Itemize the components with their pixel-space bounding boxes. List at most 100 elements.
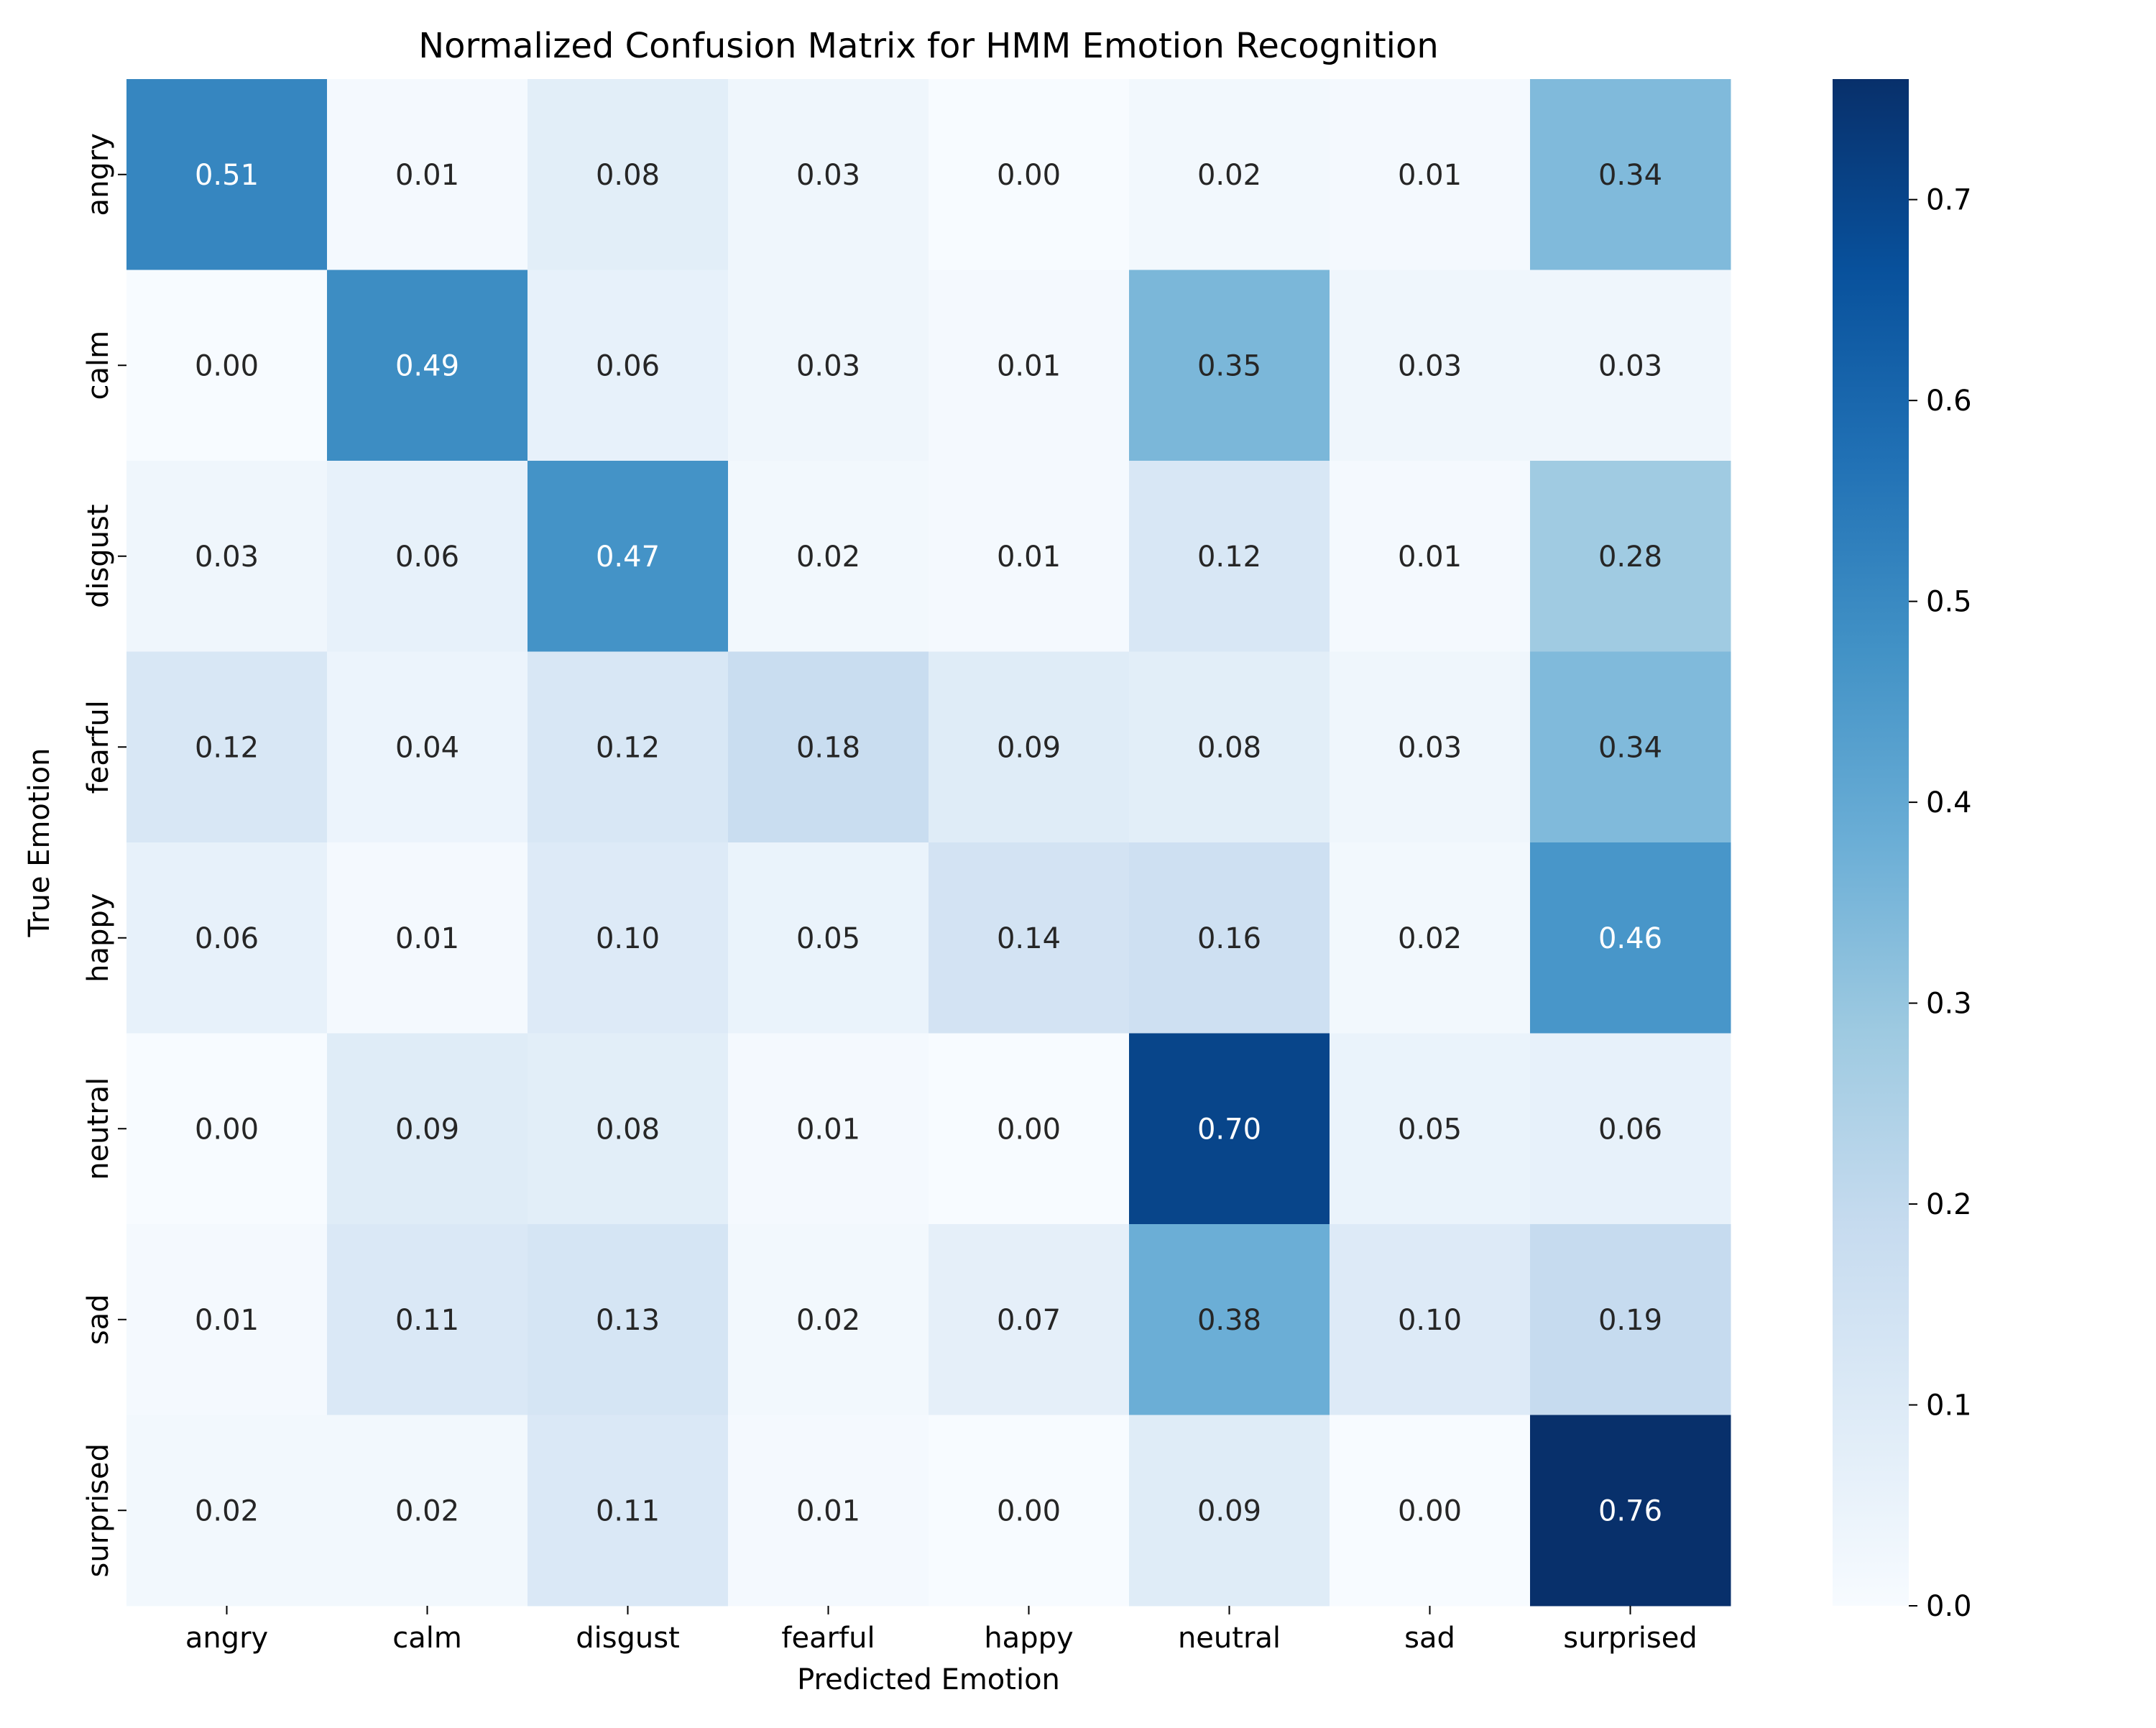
cell-value-label: 0.05 — [1398, 1113, 1462, 1146]
cell-value-label: 0.00 — [195, 349, 259, 382]
cell-value-label: 0.14 — [997, 922, 1061, 955]
cell-value-label: 0.02 — [1398, 922, 1462, 955]
heatmap-cell — [1330, 79, 1531, 270]
y-tick-label: neutral — [82, 1077, 115, 1180]
cell-value-label: 0.10 — [1398, 1304, 1462, 1337]
cell-value-label: 0.47 — [596, 541, 660, 574]
heatmap-cell — [327, 79, 528, 270]
heatmap-cell — [929, 461, 1130, 652]
heatmap-cell — [327, 461, 528, 652]
y-tick-label: happy — [82, 893, 115, 983]
y-tick-label: disgust — [82, 504, 115, 608]
heatmap-cell — [327, 1415, 528, 1607]
x-tick-label: surprised — [1563, 1622, 1697, 1655]
y-axis-label: True Emotion — [23, 748, 56, 937]
heatmap-cell — [528, 1224, 729, 1415]
heatmap-cell — [1330, 1415, 1531, 1607]
heatmap-cell — [1530, 1415, 1731, 1607]
heatmap-cell — [1330, 1033, 1531, 1225]
cell-value-label: 0.01 — [395, 922, 459, 955]
x-tick-label: sad — [1404, 1622, 1455, 1655]
heatmap-cell — [126, 270, 328, 461]
cell-value-label: 0.01 — [997, 541, 1061, 574]
heatmap-cell — [528, 1033, 729, 1225]
heatmap-cell — [1129, 651, 1330, 843]
cell-value-label: 0.28 — [1598, 541, 1662, 574]
heatmap-cell — [728, 1415, 929, 1607]
heatmap-cell — [1129, 842, 1330, 1034]
colorbar-tick-label: 0.0 — [1926, 1590, 1972, 1623]
cell-value-label: 0.09 — [1197, 1494, 1261, 1527]
heatmap-cell — [728, 461, 929, 652]
cell-value-label: 0.02 — [1197, 159, 1261, 192]
cell-value-label: 0.08 — [1197, 731, 1261, 764]
heatmap-cell — [1129, 1415, 1330, 1607]
cell-value-label: 0.70 — [1197, 1113, 1261, 1146]
heatmap-cell — [1330, 1224, 1531, 1415]
cell-annotations: 0.51 0.01 0.08 0.03 0.00 0.02 0.01 0.34 0.00 0.49… — [195, 159, 1662, 1528]
heatmap-cell — [327, 651, 528, 843]
cell-value-label: 0.01 — [997, 349, 1061, 382]
heatmap-cell — [929, 1033, 1130, 1225]
heatmap-cell — [528, 651, 729, 843]
x-axis-label: Predicted Emotion — [797, 1663, 1060, 1696]
colorbar-tick-label: 0.4 — [1926, 786, 1972, 819]
y-tick-label: fearful — [82, 700, 115, 794]
heatmap-cell — [327, 1224, 528, 1415]
cell-value-label: 0.12 — [596, 731, 660, 764]
heatmap-cell — [1129, 461, 1330, 652]
heatmap-cell — [1129, 270, 1330, 461]
heatmap-cell — [728, 651, 929, 843]
cell-value-label: 0.00 — [997, 159, 1061, 192]
cell-value-label: 0.01 — [195, 1304, 259, 1337]
colorbar-ticks: 0.0 0.1 0.2 0.3 0.4 0.5 0.6 0.7 — [1909, 184, 1972, 1623]
cell-value-label: 0.03 — [1398, 731, 1462, 764]
heatmap-cell — [126, 842, 328, 1034]
cell-value-label: 0.05 — [796, 922, 860, 955]
cell-value-label: 0.00 — [195, 1113, 259, 1146]
cell-value-label: 0.01 — [1398, 541, 1462, 574]
heatmap-cell — [1530, 79, 1731, 270]
cell-value-label: 0.01 — [1398, 159, 1462, 192]
cell-value-label: 0.01 — [796, 1494, 860, 1527]
cell-value-label: 0.03 — [195, 541, 259, 574]
heatmap-cell — [327, 842, 528, 1034]
heatmap-cell — [929, 842, 1130, 1034]
x-axis-ticks: angry calm disgust fearful happy neutral sad su… — [185, 1606, 1697, 1655]
heatmap-cell — [1530, 842, 1731, 1034]
cell-value-label: 0.13 — [596, 1304, 660, 1337]
heatmap-cell — [929, 1224, 1130, 1415]
cell-value-label: 0.01 — [796, 1113, 860, 1146]
y-tick-label: sad — [82, 1294, 115, 1345]
cell-value-label: 0.06 — [195, 922, 259, 955]
x-tick-label: neutral — [1178, 1622, 1281, 1655]
heatmap-cell — [528, 270, 729, 461]
heatmap-cell — [929, 270, 1130, 461]
heatmap-cell — [126, 461, 328, 652]
cell-value-label: 0.03 — [796, 159, 860, 192]
cell-value-label: 0.02 — [195, 1494, 259, 1527]
cell-value-label: 0.11 — [395, 1304, 459, 1337]
cell-value-label: 0.35 — [1197, 349, 1261, 382]
x-tick-label: happy — [984, 1622, 1073, 1655]
heatmap-cell — [1530, 651, 1731, 843]
cell-value-label: 0.38 — [1197, 1304, 1261, 1337]
cell-value-label: 0.12 — [195, 731, 259, 764]
heatmap-cell — [528, 1415, 729, 1607]
heatmap-cell — [1330, 842, 1531, 1034]
heatmap-cell — [528, 79, 729, 270]
cell-value-label: 0.51 — [195, 159, 259, 192]
cell-value-label: 0.09 — [395, 1113, 459, 1146]
cell-value-label: 0.12 — [1197, 541, 1261, 574]
cell-value-label: 0.49 — [395, 349, 459, 382]
heatmap-cell — [1530, 1224, 1731, 1415]
heatmap-cells — [126, 79, 1731, 1607]
cell-value-label: 0.00 — [1398, 1494, 1462, 1527]
colorbar-tick-label: 0.7 — [1926, 184, 1972, 217]
chart-title: Normalized Confusion Matrix for HMM Emot… — [418, 26, 1439, 66]
y-tick-label: calm — [82, 331, 115, 400]
heatmap-cell — [1129, 79, 1330, 270]
heatmap-cell — [929, 651, 1130, 843]
cell-value-label: 0.46 — [1598, 922, 1662, 955]
